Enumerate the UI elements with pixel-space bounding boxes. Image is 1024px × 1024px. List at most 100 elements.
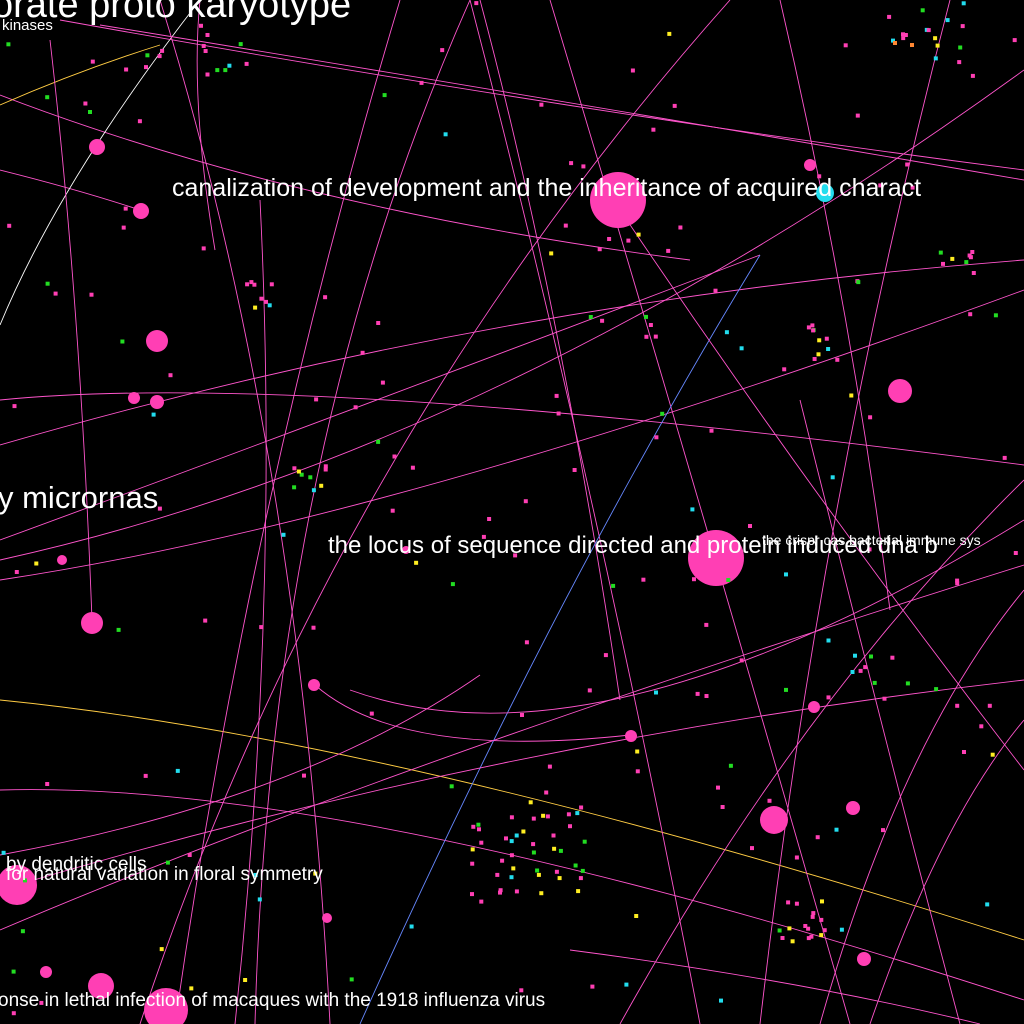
graph-node[interactable] <box>513 553 518 558</box>
graph-node[interactable] <box>523 499 528 504</box>
graph-node[interactable] <box>600 318 605 323</box>
graph-node[interactable] <box>551 833 556 838</box>
graph-node[interactable] <box>824 336 829 341</box>
graph-node[interactable] <box>660 411 665 416</box>
graph-node[interactable] <box>81 612 103 634</box>
graph-node[interactable] <box>857 952 871 966</box>
graph-node[interactable] <box>739 658 744 663</box>
graph-node[interactable] <box>811 911 816 916</box>
graph-node[interactable] <box>607 237 612 241</box>
graph-node[interactable] <box>955 581 960 586</box>
graph-node[interactable] <box>987 703 992 708</box>
graph-node[interactable] <box>175 768 180 773</box>
graph-node[interactable] <box>133 203 149 219</box>
graph-node[interactable] <box>314 397 319 402</box>
graph-node[interactable] <box>57 555 67 565</box>
graph-node[interactable] <box>89 292 94 297</box>
graph-node[interactable] <box>688 530 744 586</box>
graph-node[interactable] <box>487 517 492 521</box>
graph-node[interactable] <box>479 899 484 904</box>
graph-node[interactable] <box>264 299 268 304</box>
graph-node[interactable] <box>780 936 785 940</box>
graph-node[interactable] <box>120 339 125 344</box>
graph-node[interactable] <box>863 665 868 670</box>
graph-node[interactable] <box>760 806 788 834</box>
graph-node[interactable] <box>971 271 976 275</box>
graph-node[interactable] <box>806 325 811 330</box>
graph-node[interactable] <box>654 690 658 695</box>
graph-node[interactable] <box>872 680 877 685</box>
graph-node[interactable] <box>819 933 824 938</box>
graph-node[interactable] <box>990 752 995 757</box>
graph-node[interactable] <box>514 889 519 894</box>
graph-node[interactable] <box>89 139 105 155</box>
graph-node[interactable] <box>121 225 126 230</box>
graph-node[interactable] <box>322 913 332 923</box>
graph-node[interactable] <box>440 48 445 53</box>
graph-node[interactable] <box>868 415 873 420</box>
graph-node[interactable] <box>819 917 824 922</box>
graph-node[interactable] <box>419 80 424 85</box>
graph-node[interactable] <box>782 367 787 372</box>
graph-node[interactable] <box>816 184 834 202</box>
graph-node[interactable] <box>794 901 799 906</box>
graph-node[interactable] <box>524 640 529 645</box>
graph-node[interactable] <box>846 801 860 815</box>
graph-node[interactable] <box>299 472 304 477</box>
graph-node[interactable] <box>199 23 203 28</box>
graph-node[interactable] <box>83 101 88 106</box>
graph-node[interactable] <box>882 696 887 701</box>
graph-node[interactable] <box>850 670 855 674</box>
graph-node[interactable] <box>826 638 831 643</box>
graph-node[interactable] <box>160 48 165 53</box>
graph-node[interactable] <box>541 813 546 818</box>
graph-node[interactable] <box>835 357 840 362</box>
graph-node[interactable] <box>843 43 848 48</box>
graph-node[interactable] <box>481 534 486 539</box>
graph-node[interactable] <box>704 622 709 627</box>
graph-node[interactable] <box>979 724 984 729</box>
graph-node[interactable] <box>203 49 208 53</box>
graph-node[interactable] <box>244 61 249 66</box>
graph-node[interactable] <box>302 773 306 778</box>
graph-node[interactable] <box>349 977 354 982</box>
graph-node[interactable] <box>575 811 580 816</box>
graph-node[interactable] <box>203 618 208 623</box>
graph-node[interactable] <box>531 850 536 855</box>
graph-node[interactable] <box>520 713 524 717</box>
graph-node[interactable] <box>11 969 16 974</box>
graph-node[interactable] <box>767 798 772 803</box>
graph-node[interactable] <box>958 45 963 50</box>
graph-node[interactable] <box>891 38 895 43</box>
graph-node[interactable] <box>985 902 990 907</box>
graph-node[interactable] <box>259 625 264 630</box>
graph-node[interactable] <box>124 67 129 72</box>
graph-node[interactable] <box>249 280 254 285</box>
graph-node[interactable] <box>704 694 709 698</box>
graph-node[interactable] <box>881 828 885 833</box>
graph-node[interactable] <box>88 110 92 114</box>
graph-node[interactable] <box>806 926 811 931</box>
graph-node[interactable] <box>556 411 561 416</box>
graph-node[interactable] <box>20 929 25 934</box>
graph-node[interactable] <box>970 250 975 254</box>
graph-node[interactable] <box>187 853 192 857</box>
graph-node[interactable] <box>968 312 973 317</box>
graph-node[interactable] <box>869 654 873 659</box>
graph-node[interactable] <box>720 805 725 809</box>
graph-node[interactable] <box>572 468 577 472</box>
node-label-proto-karyotype[interactable]: orate proto karyotype <box>0 0 351 26</box>
graph-node[interactable] <box>470 861 475 866</box>
graph-node[interactable] <box>790 939 795 944</box>
graph-node[interactable] <box>292 485 297 490</box>
graph-node[interactable] <box>822 928 827 933</box>
graph-node[interactable] <box>724 330 729 335</box>
graph-node[interactable] <box>566 812 571 817</box>
graph-node[interactable] <box>205 72 210 77</box>
graph-node[interactable] <box>867 547 872 552</box>
graph-node[interactable] <box>588 315 593 319</box>
graph-node[interactable] <box>144 65 148 70</box>
graph-node[interactable] <box>23 878 27 883</box>
graph-node[interactable] <box>509 815 514 820</box>
graph-node[interactable] <box>474 1 479 6</box>
